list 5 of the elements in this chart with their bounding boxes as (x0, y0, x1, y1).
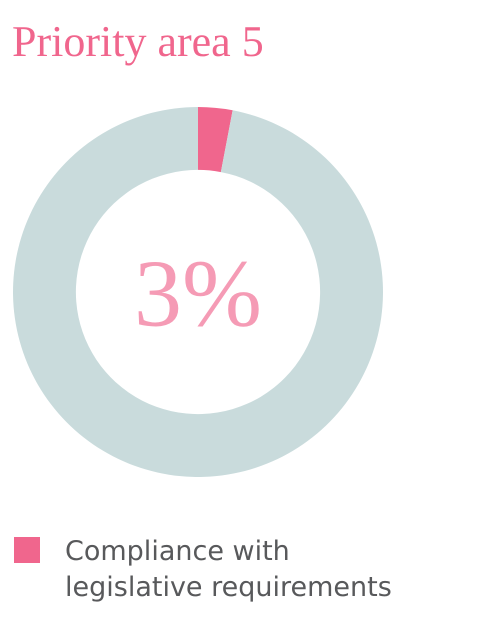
legend-label: Compliance with legislative requirements (65, 536, 392, 603)
chart-title: Priority area 5 (12, 17, 264, 66)
donut-slice (198, 107, 233, 172)
text: 3% (134, 240, 262, 347)
donut-slice (13, 107, 383, 477)
